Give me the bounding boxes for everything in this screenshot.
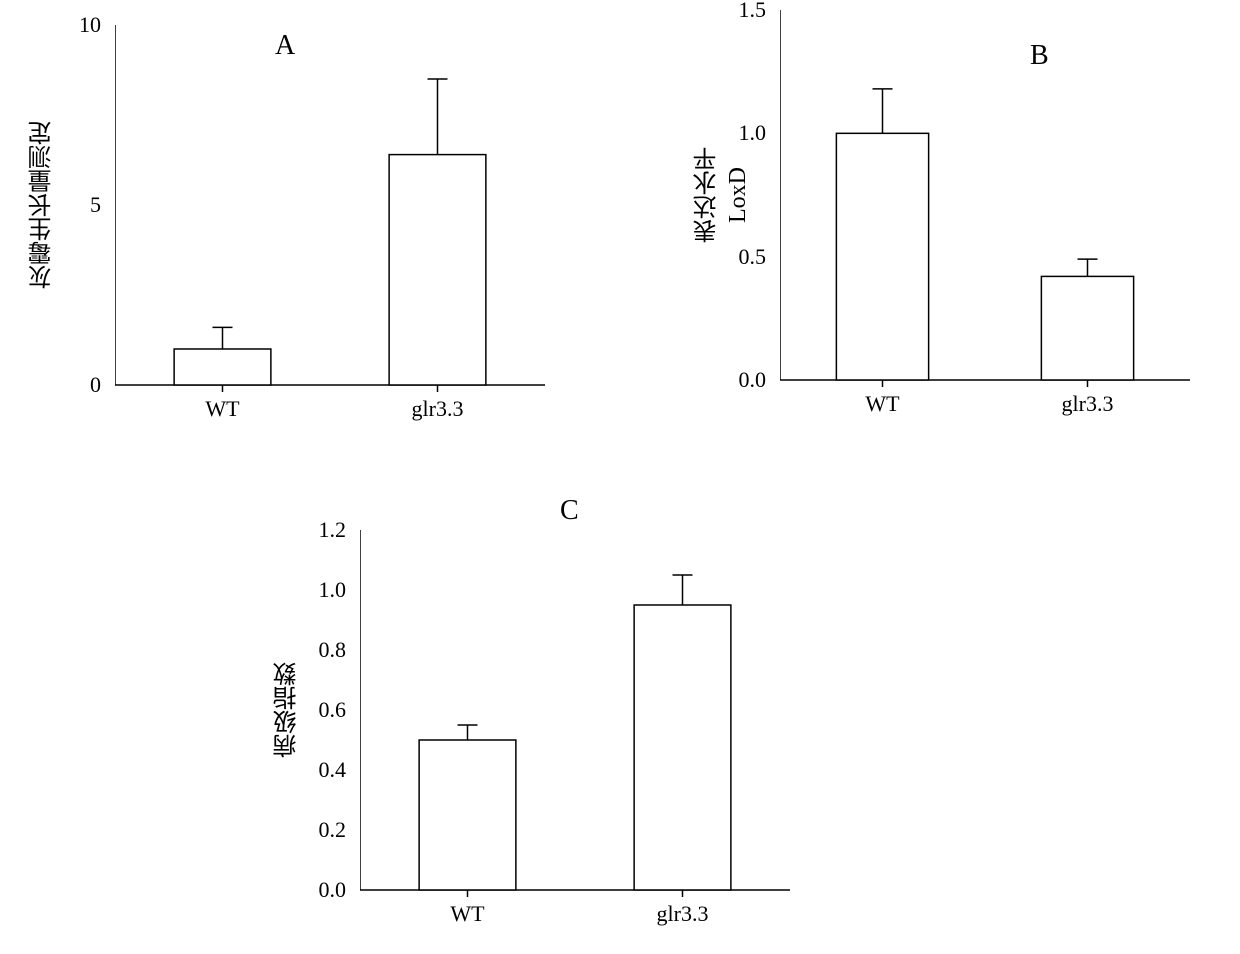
ytick-label: 0.6 <box>298 697 346 723</box>
ytick-label: 1.0 <box>718 120 766 146</box>
ylabel-b: 表达水平LoxD <box>690 10 752 380</box>
ytick-label: 5 <box>53 192 101 218</box>
panel-label-c: C <box>560 495 579 527</box>
ytick-label: 10 <box>53 12 101 38</box>
chart-svg-a <box>115 25 565 405</box>
ytick-label: 0.5 <box>718 244 766 270</box>
chart-svg-c <box>360 530 810 910</box>
ytick-label: 0.0 <box>298 877 346 903</box>
bar <box>1041 276 1133 380</box>
ytick-label: 0.2 <box>298 817 346 843</box>
bar <box>389 155 486 385</box>
ytick-label: 1.5 <box>718 0 766 23</box>
bar <box>836 133 928 380</box>
ytick-label: 0.8 <box>298 637 346 663</box>
bar <box>419 740 516 890</box>
ytick-label: 0.0 <box>718 367 766 393</box>
bar <box>634 605 731 890</box>
bar <box>174 349 271 385</box>
ytick-label: 1.2 <box>298 517 346 543</box>
ytick-label: 0 <box>53 372 101 398</box>
chart-svg-b <box>780 10 1210 400</box>
ytick-label: 0.4 <box>298 757 346 783</box>
ytick-label: 1.0 <box>298 577 346 603</box>
